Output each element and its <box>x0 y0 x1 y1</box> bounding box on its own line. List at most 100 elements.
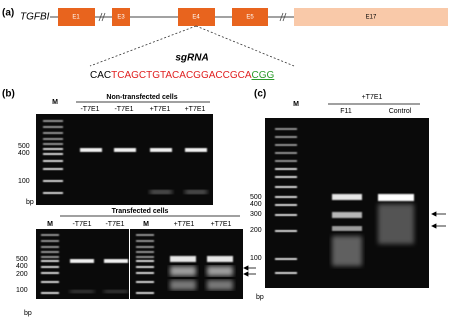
panel-label: (b) <box>2 89 15 100</box>
break-marks <box>98 12 287 22</box>
zoom-lines <box>89 25 295 67</box>
size-label: 100 <box>250 255 262 262</box>
band <box>43 126 63 128</box>
gel <box>36 114 213 205</box>
exon-label: E3 <box>117 15 125 21</box>
gene-name: TGFBI <box>20 12 50 23</box>
seq-prefix: CAC <box>90 70 111 81</box>
treatment-label: +T7E1 <box>362 94 383 101</box>
band <box>332 194 362 200</box>
band <box>275 160 297 162</box>
band <box>150 148 172 152</box>
band <box>185 190 207 194</box>
sgrna-title: sgRNA <box>175 53 208 64</box>
size-label: 400 <box>16 263 28 270</box>
band <box>275 272 297 274</box>
band <box>43 192 63 194</box>
exon-label: E17 <box>366 15 377 21</box>
band <box>332 226 362 231</box>
arrows <box>431 211 446 229</box>
band <box>136 234 154 236</box>
band <box>41 251 59 253</box>
band <box>136 240 154 242</box>
band <box>136 260 154 262</box>
band <box>207 256 233 262</box>
lane-label: M <box>293 101 299 108</box>
unit-label: bp <box>24 310 32 317</box>
band <box>43 120 63 122</box>
band <box>136 272 154 274</box>
band <box>41 266 59 268</box>
band <box>150 190 172 194</box>
band <box>41 240 59 242</box>
exon <box>232 8 268 26</box>
band <box>41 246 59 248</box>
band <box>43 148 63 150</box>
lane-label: Control <box>389 108 412 115</box>
band <box>136 292 154 294</box>
exon <box>112 8 130 26</box>
band <box>275 230 297 232</box>
band <box>170 256 196 262</box>
lane-label: +T7E1 <box>150 106 171 113</box>
unit-label: bp <box>256 294 264 301</box>
band <box>41 256 59 258</box>
gel-title: Non-transfected cells <box>106 94 177 101</box>
band <box>43 143 63 145</box>
band <box>378 194 414 201</box>
band <box>275 204 297 206</box>
lane-label: +T7E1 <box>174 221 195 228</box>
lane-label: -T7E1 <box>80 106 99 113</box>
band <box>41 281 59 283</box>
band <box>43 153 63 155</box>
size-label: 500 <box>250 194 262 201</box>
size-label: 200 <box>250 227 262 234</box>
bands <box>41 120 414 294</box>
band <box>332 236 362 266</box>
exon <box>178 8 215 26</box>
sequence: CACTCAGCTGTACACGGACCGCACGG <box>90 70 275 81</box>
band <box>275 176 297 178</box>
size-label: 500 <box>18 143 30 150</box>
band <box>136 246 154 248</box>
band <box>275 258 297 260</box>
band <box>185 148 207 152</box>
gel-title: Transfected cells <box>112 208 169 215</box>
band <box>136 251 154 253</box>
exon <box>294 8 448 26</box>
band <box>136 266 154 268</box>
seq-pam: CGG <box>252 70 275 81</box>
size-label: 300 <box>250 211 262 218</box>
band <box>275 136 297 138</box>
lane-label: M <box>47 221 53 228</box>
seq-target: TCAGCTGTACACGGACCGCA <box>111 70 252 81</box>
panel-label: (c) <box>254 89 266 100</box>
size-label: 100 <box>18 178 30 185</box>
band <box>207 266 233 276</box>
band <box>104 259 128 263</box>
band <box>114 148 136 152</box>
band <box>275 186 297 188</box>
band <box>43 132 63 134</box>
size-label: 200 <box>16 271 28 278</box>
arrows <box>243 265 256 277</box>
lane-label: +T7E1 <box>211 221 232 228</box>
lane-label: M <box>52 99 58 106</box>
band <box>207 280 233 290</box>
band <box>43 138 63 140</box>
band <box>170 280 196 290</box>
lane-label: -T7E1 <box>114 106 133 113</box>
band <box>136 281 154 283</box>
exon-label: E4 <box>192 15 200 21</box>
size-label: 400 <box>18 150 30 157</box>
band <box>275 214 297 216</box>
band <box>41 292 59 294</box>
size-label: 400 <box>250 201 262 208</box>
band <box>332 212 362 218</box>
lane-label: F11 <box>340 108 352 115</box>
lane-label: +T7E1 <box>185 106 206 113</box>
exon <box>58 8 95 26</box>
lane-label: -T7E1 <box>105 221 124 228</box>
band <box>170 266 196 276</box>
